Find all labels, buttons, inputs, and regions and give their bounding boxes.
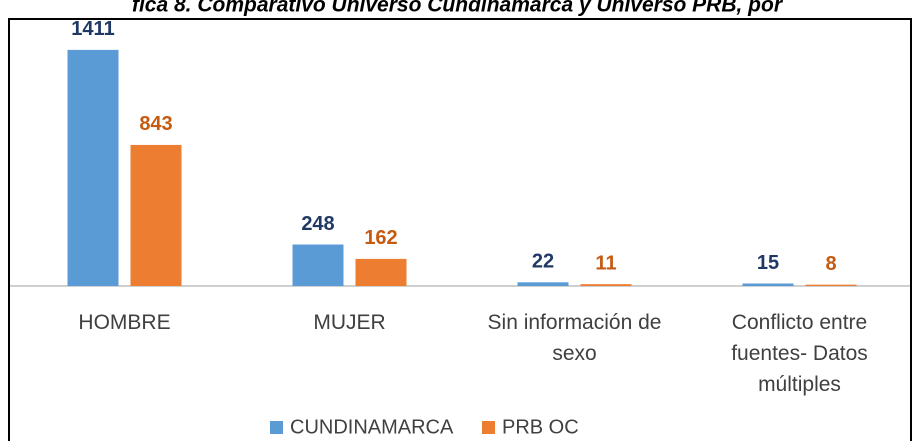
legend-label: PRB OC (502, 416, 579, 438)
bar (742, 283, 794, 286)
data-label: 15 (757, 252, 779, 274)
x-tick-label: Sin información de sexo (488, 311, 662, 365)
legend-swatch (482, 421, 495, 434)
legend-label: CUNDINAMARCA (290, 416, 454, 438)
bar (67, 49, 119, 286)
bar (805, 284, 857, 286)
data-label: 1411 (71, 18, 114, 40)
data-label: 248 (301, 213, 334, 235)
data-label: 11 (595, 252, 616, 274)
bar (292, 244, 344, 286)
x-tick-label: MUJER (313, 311, 385, 334)
data-label: 8 (825, 253, 836, 275)
x-tick-label: Conflicto entre fuentes- Datos múltiples (731, 311, 868, 396)
chart-border (8, 18, 912, 441)
bar (517, 282, 569, 286)
legend-swatch (270, 421, 283, 434)
bar (355, 258, 407, 286)
chart-title: fica 8. Comparativo Universo Cundinamarc… (132, 0, 784, 17)
data-label: 22 (532, 251, 554, 273)
bar (130, 144, 182, 286)
bar (580, 284, 632, 286)
x-tick-label: HOMBRE (78, 311, 170, 334)
data-label: 843 (139, 113, 172, 135)
data-label: 162 (364, 227, 397, 249)
